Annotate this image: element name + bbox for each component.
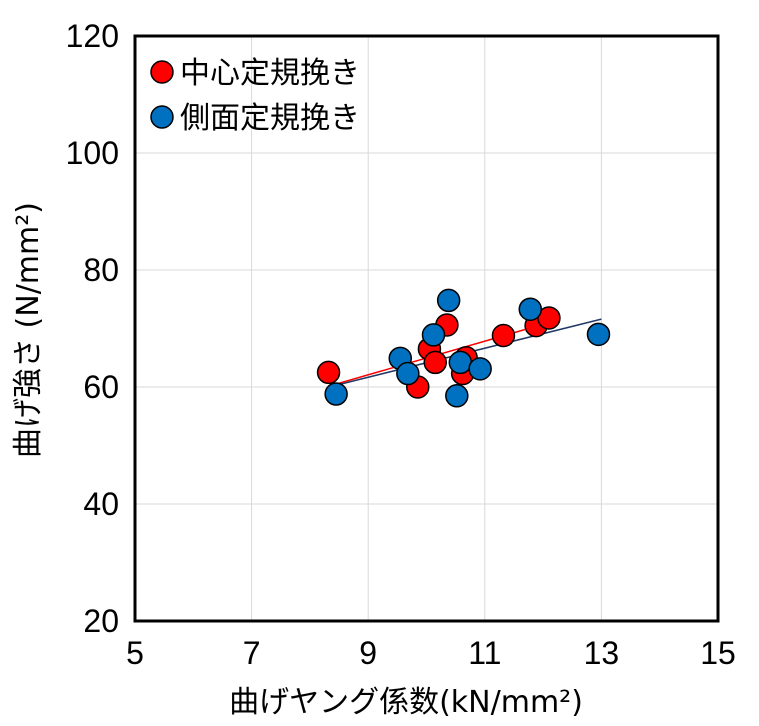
y-tick-label: 20 — [83, 603, 119, 639]
data-point — [586, 322, 611, 347]
y-tick-labels: 20 40 60 80 100 120 — [66, 18, 119, 639]
y-tick-label: 120 — [66, 18, 119, 54]
legend-label: 中心定規挽き — [180, 56, 360, 91]
y-tick-label: 60 — [83, 369, 119, 405]
data-point — [448, 350, 473, 375]
y-tick-label: 100 — [66, 135, 119, 171]
data-point — [518, 297, 543, 321]
x-axis-title: 曲げヤング係数(kN/mm²) — [229, 685, 583, 720]
data-point — [316, 360, 341, 385]
data-point — [396, 361, 420, 386]
y-axis-title: 曲げ強さ (N/mm²) — [11, 202, 46, 458]
legend-marker — [150, 105, 174, 129]
data-point — [324, 382, 348, 406]
data-point — [468, 357, 492, 381]
x-tick-label: 5 — [126, 635, 144, 671]
legend-label: 側面定規挽き — [180, 101, 360, 136]
x-tick-label: 11 — [468, 635, 501, 671]
data-point — [445, 384, 469, 408]
data-points — [316, 288, 611, 408]
x-tick-label: 15 — [700, 635, 736, 671]
legend-marker — [150, 60, 174, 84]
data-point — [491, 323, 516, 348]
data-point — [421, 323, 446, 347]
x-tick-labels: 5 7 9 11 13 15 — [126, 635, 736, 671]
plot-frame — [133, 34, 720, 623]
x-tick-label: 9 — [359, 635, 377, 671]
data-point — [423, 350, 447, 375]
y-tick-label: 80 — [83, 252, 119, 288]
y-tick-label: 40 — [83, 486, 119, 522]
x-tick-label: 13 — [584, 635, 620, 671]
x-tick-label: 7 — [243, 635, 261, 671]
data-point — [436, 288, 461, 313]
